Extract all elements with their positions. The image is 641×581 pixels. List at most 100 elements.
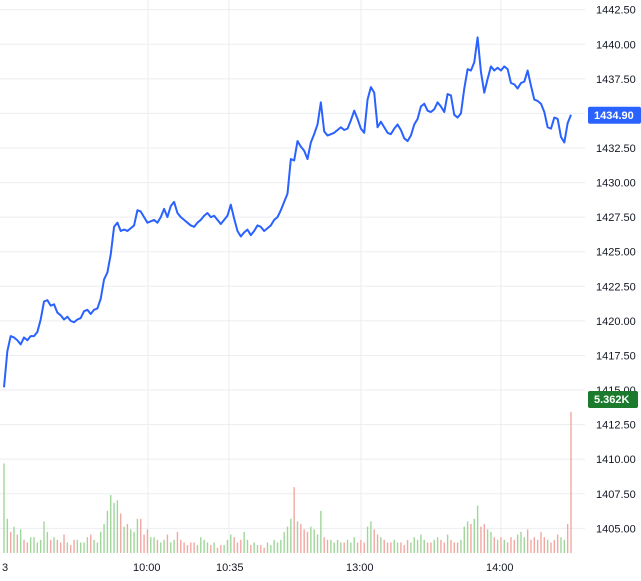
volume-bar [36,542,39,553]
volume-bar [250,545,252,553]
volume-bar [173,539,175,553]
volume-bar [206,542,209,553]
volume-bar [13,526,15,553]
volume-bars [3,411,572,553]
volume-bar [39,539,42,553]
volume-bar [293,487,295,553]
volume-bar [426,542,429,553]
volume-bar [116,500,119,553]
volume-bar [436,537,439,553]
price-tick-label: 1410.00 [596,454,636,466]
volume-bar [490,531,492,553]
volume-bar [343,542,345,553]
volume-bar [43,521,45,553]
volume-bar [183,542,185,553]
price-axis[interactable]: 1442.501440.001437.501435.001432.501430.… [596,5,636,536]
volume-bar [513,539,515,553]
last-volume-label: 5.362K [594,394,630,406]
volume-bar [313,529,315,553]
volume-bar [160,542,162,553]
volume-bar [26,542,29,553]
volume-bar [93,539,95,553]
volume-bar [496,539,499,553]
volume-bar [230,534,232,553]
volume-bar [216,547,219,553]
price-tick-label: 1420.00 [596,316,636,328]
volume-bar [323,537,325,553]
volume-bar [236,542,239,553]
volume-bar [406,539,409,553]
time-tick-label: 14:00 [486,562,514,574]
volume-bar [506,542,509,553]
volume-bar [3,463,5,553]
volume-bar [143,534,145,553]
volume-bar [553,539,556,553]
volume-bar [486,529,489,553]
volume-bar [9,531,12,553]
volume-bar [390,542,392,553]
volume-bar [306,531,309,553]
volume-bar [383,539,385,553]
volume-bar [243,531,245,553]
volume-bar [366,526,369,553]
price-tick-label: 1412.50 [596,420,636,432]
volume-bar [203,539,205,553]
volume-bar [153,537,155,553]
volume-bar [540,531,542,553]
volume-bar [83,542,85,553]
volume-bar [240,539,242,553]
grid [0,0,585,556]
last-price-label: 1434.90 [594,110,634,122]
volume-bar [283,531,285,553]
price-tick-label: 1422.50 [596,281,636,293]
volume-bar [123,526,125,553]
volume-bar [523,537,526,553]
volume-bar [303,529,305,553]
volume-bar [413,537,415,553]
time-tick-label: 3 [2,562,8,574]
volume-bar [110,495,112,553]
volume-bar [80,542,82,553]
volume-bar [60,542,62,553]
volume-bar [543,537,546,553]
volume-bar [53,537,55,553]
volume-bar [186,545,189,553]
volume-bar [100,531,102,553]
volume-bar [443,542,445,553]
volume-bar [450,539,452,553]
price-line-layer [3,36,572,388]
volume-bar [133,531,135,553]
volume-bar [510,537,512,553]
volume-bar [493,537,495,553]
time-tick-label: 10:35 [216,562,244,574]
volume-bar [146,529,149,553]
volume-bar [376,534,379,553]
volume-bar [246,539,249,553]
volume-bar [380,537,382,553]
volume-bar [63,534,65,553]
volume-bar [480,526,482,553]
volume-bar [476,505,479,553]
volume-bar [396,542,399,553]
volume-bar [456,542,459,553]
price-tick-label: 1425.00 [596,247,636,259]
volume-bar [536,539,539,553]
volume-bar [373,529,375,553]
volume-bar [393,539,395,553]
volume-bar [533,537,536,553]
volume-bar [256,545,259,553]
time-axis[interactable]: 3 10:00 10:35 13:00 14:00 [2,562,514,574]
volume-bar [70,545,72,553]
volume-bar [386,542,389,553]
volume-bar [56,539,59,553]
volume-bar [86,537,89,553]
volume-bar [156,539,159,553]
volume-bar [566,524,569,553]
volume-bar [363,542,365,553]
volume-bar [90,534,92,553]
volume-bar [106,510,109,553]
volume-bar [296,521,299,553]
volume-bar [356,542,359,553]
